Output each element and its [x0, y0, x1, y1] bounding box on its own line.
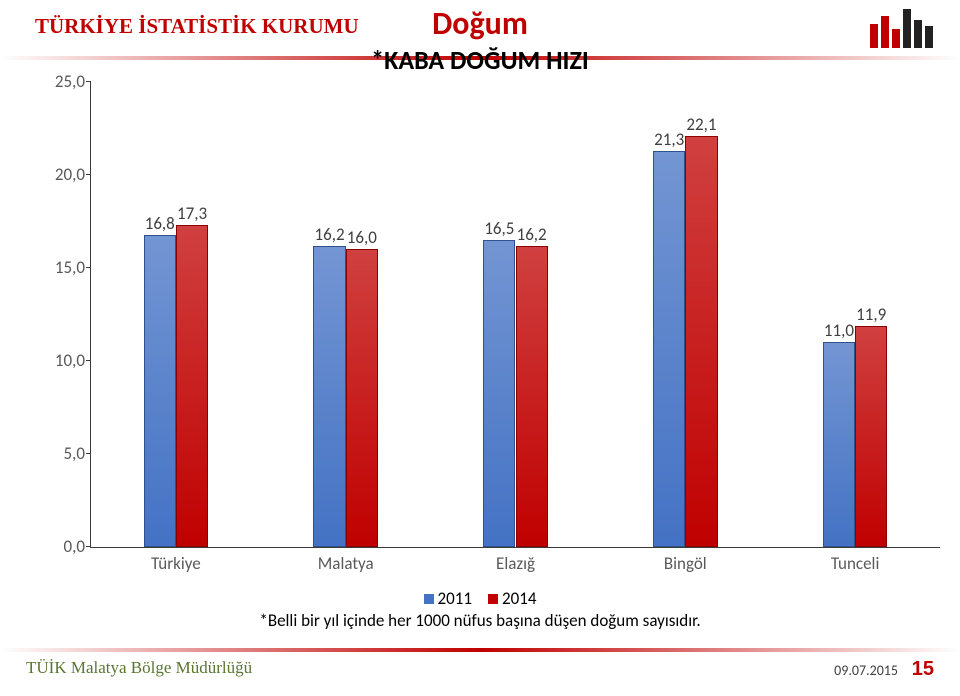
- footer-date: 09.07.2015: [834, 662, 898, 679]
- y-tick-label: 10,0: [45, 350, 85, 371]
- x-tick-label: Türkiye: [151, 553, 201, 574]
- y-tick-label: 20,0: [45, 164, 85, 185]
- y-tick-label: 0,0: [45, 536, 85, 557]
- y-tick-label: 25,0: [45, 71, 85, 92]
- legend-swatch: [424, 594, 434, 604]
- bar: 21,3: [653, 151, 685, 547]
- bar: 16,2: [313, 246, 345, 547]
- footer-page-number: 15: [912, 658, 934, 681]
- chart-note: *Belli bir yıl içinde her 1000 nüfus baş…: [0, 610, 960, 631]
- bar: 11,9: [855, 326, 887, 547]
- legend-label: 2014: [502, 588, 536, 609]
- bar-data-label: 16,2: [517, 224, 547, 245]
- bar-data-label: 11,0: [824, 320, 854, 341]
- bar-data-label: 11,9: [856, 304, 886, 325]
- footer-org: TÜİK Malatya Bölge Müdürlüğü: [26, 658, 252, 678]
- x-tick-label: Bingöl: [664, 553, 707, 574]
- footer-separator: [0, 648, 960, 652]
- legend-label: 2011: [438, 588, 472, 609]
- bar-data-label: 21,3: [654, 129, 684, 150]
- chart-legend: 2011 2014: [0, 588, 960, 609]
- bar-data-label: 16,0: [347, 227, 377, 248]
- bar: 22,1: [685, 136, 717, 547]
- bar: 16,8: [144, 235, 176, 547]
- birth-rate-chart: 0,05,010,015,020,025,0Türkiye16,817,3Mal…: [54, 68, 940, 574]
- bar-data-label: 16,8: [145, 213, 175, 234]
- bar: 16,5: [483, 240, 515, 547]
- y-tick-label: 15,0: [45, 257, 85, 278]
- bar-data-label: 17,3: [177, 203, 207, 224]
- bar-data-label: 16,2: [315, 224, 345, 245]
- bar-data-label: 16,5: [484, 218, 514, 239]
- bar: 17,3: [176, 225, 208, 547]
- bar: 16,2: [516, 246, 548, 547]
- bar: 11,0: [823, 342, 855, 547]
- bar: 16,0: [346, 249, 378, 547]
- page-title: Doğum: [0, 4, 960, 43]
- x-tick-label: Elazığ: [496, 553, 535, 574]
- legend-swatch: [488, 594, 498, 604]
- y-tick-label: 5,0: [45, 443, 85, 464]
- x-tick-label: Malatya: [318, 553, 374, 574]
- bar-data-label: 22,1: [686, 114, 716, 135]
- x-tick-label: Tunceli: [831, 553, 880, 574]
